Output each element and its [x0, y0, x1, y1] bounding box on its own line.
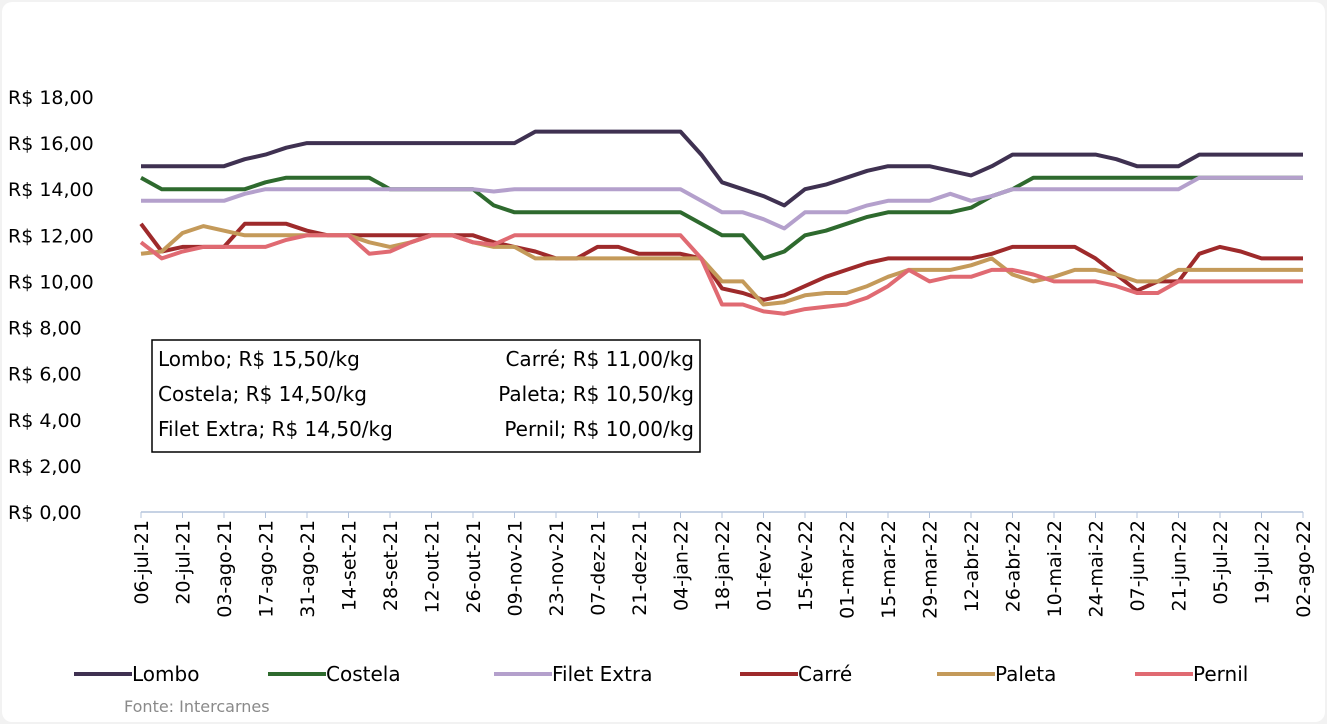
x-tick-label: 02-ago-22 [1293, 520, 1315, 618]
legend-label: Carré [798, 662, 852, 686]
x-tick-label: 06-jul-21 [131, 520, 153, 605]
series-line [140, 175, 1303, 261]
legend-label: Paleta [995, 662, 1056, 686]
annotation: Carré; R$ 11,00/kg [505, 347, 694, 371]
series-line [139, 233, 1303, 316]
x-tick-label: 21-dez-21 [629, 520, 651, 616]
y-tick-label: R$ 4,00 [8, 410, 82, 432]
x-tick-label: 01-fev-22 [754, 520, 776, 611]
x-tick-label: 10-mai-22 [1044, 520, 1066, 618]
y-tick-label: R$ 14,00 [8, 179, 94, 201]
y-tick-label: R$ 16,00 [8, 133, 94, 155]
x-tick-label: 24-mai-22 [1086, 520, 1108, 618]
y-tick-label: R$ 0,00 [8, 502, 82, 524]
x-tick-label: 01-mar-22 [837, 520, 859, 619]
x-tick-label: 26-abr-22 [1003, 520, 1025, 612]
x-tick-label: 03-ago-21 [214, 520, 236, 618]
annotation: Paleta; R$ 10,50/kg [498, 382, 694, 406]
x-tick-label: 15-mar-22 [878, 520, 900, 619]
x-tick-label: 15-fev-22 [795, 520, 817, 611]
annotation: Lombo; R$ 15,50/kg [158, 347, 360, 371]
y-tick-label: R$ 12,00 [8, 225, 94, 247]
x-tick-label: 23-nov-21 [546, 520, 568, 616]
annotation: Costela; R$ 14,50/kg [158, 382, 367, 406]
annotation: Pernil; R$ 10,00/kg [504, 417, 694, 441]
x-tick-label: 17-ago-21 [256, 520, 278, 618]
x-tick-label: 07-jun-22 [1127, 520, 1149, 611]
annotation-box [151, 339, 701, 453]
x-tick-label: 09-nov-21 [505, 520, 527, 616]
y-tick-label: R$ 2,00 [8, 456, 82, 478]
annotation: Filet Extra; R$ 14,50/kg [158, 417, 393, 441]
x-tick-label: 07-dez-21 [588, 520, 610, 616]
source: Fonte: Intercarnes [124, 697, 270, 716]
series-line [141, 129, 1303, 208]
x-tick-label: 31-ago-21 [297, 520, 319, 618]
x-tick-label: 18-jan-22 [712, 520, 734, 611]
x-tick-label: 20-jul-21 [173, 520, 195, 605]
legend-label: Lombo [132, 662, 199, 686]
x-tick-label: 14-set-21 [339, 520, 361, 611]
legend-label: Costela [326, 662, 401, 686]
legend-label: Pernil [1193, 662, 1248, 686]
x-tick-label: 04-jan-22 [671, 520, 693, 611]
y-tick-label: R$ 8,00 [8, 318, 82, 340]
x-tick-label: 26-out-21 [463, 520, 485, 614]
x-tick-label: 21-jun-22 [1169, 520, 1191, 611]
series-line [141, 175, 1303, 231]
y-tick-label: R$ 18,00 [8, 87, 94, 109]
legend-label: Filet Extra [552, 662, 652, 686]
x-tick-label: 29-mar-22 [920, 520, 942, 619]
y-tick-label: R$ 10,00 [8, 271, 94, 293]
y-tick-label: R$ 6,00 [8, 364, 82, 386]
x-tick-label: 05-jul-22 [1210, 520, 1232, 605]
x-tick-label: 28-set-21 [380, 520, 402, 611]
x-tick-label: 12-out-21 [422, 520, 444, 614]
x-tick-label: 12-abr-22 [961, 520, 983, 612]
x-tick-label: 19-jul-22 [1252, 520, 1274, 605]
